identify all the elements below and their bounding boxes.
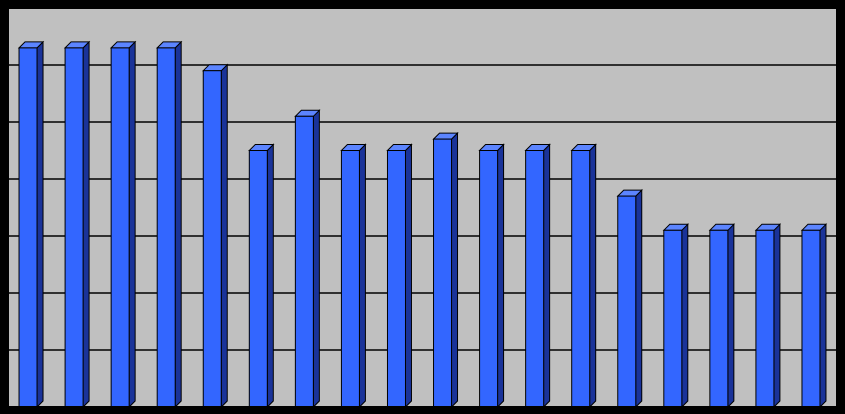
bar-side [681,223,689,409]
bar-side [266,143,274,409]
bar [202,70,222,408]
bar [248,150,268,408]
bar [433,138,453,408]
bar-side [312,109,320,409]
bar-side [404,143,412,409]
bar-side [773,223,781,409]
bar [479,150,499,408]
bar [571,150,591,408]
bar [294,115,314,408]
bar [340,150,360,408]
bar [709,229,729,408]
bar [617,195,637,408]
bar-side [543,143,551,409]
bar [663,229,683,408]
bar [755,229,775,408]
bar-side [358,143,366,409]
bar-side [128,40,136,409]
bar [18,47,38,408]
bar [801,229,821,408]
plot-border [7,7,838,408]
bar-side [451,131,459,409]
bar-side [497,143,505,409]
bar-side [727,223,735,409]
bar [386,150,406,408]
bar [64,47,84,408]
bar-side [635,188,643,409]
bar-side [819,223,827,409]
bar [525,150,545,408]
bar [156,47,176,408]
bar [110,47,130,408]
bar-side [589,143,597,409]
bar-side [220,63,228,409]
plot-area [8,8,837,407]
bar-side [82,40,90,409]
bar-side [174,40,182,409]
bar-side [36,40,44,409]
